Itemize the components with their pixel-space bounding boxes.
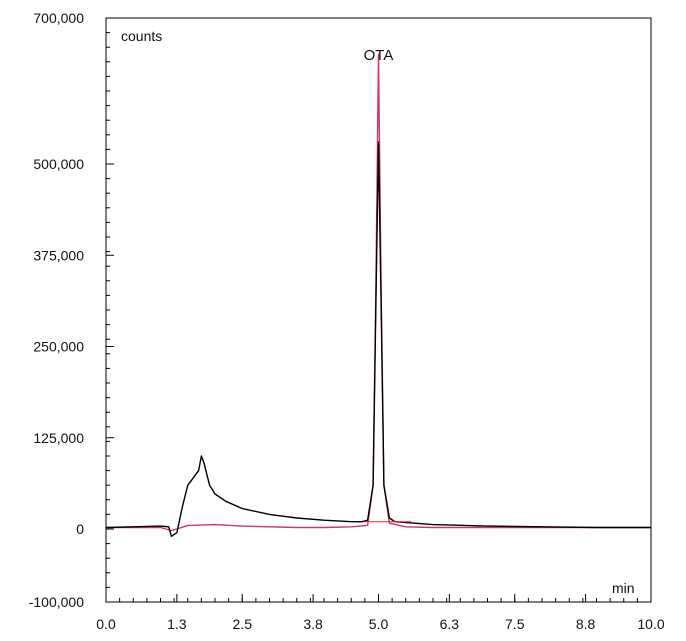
x-axis-ticks: 0.0 1.3 2.5 3.8 5.0 6.3 7.5 8.8 10.0 bbox=[96, 594, 665, 632]
x-tick-label: 10.0 bbox=[637, 616, 664, 632]
x-axis-unit: min bbox=[612, 580, 635, 596]
y-tick-label: 375,000 bbox=[33, 247, 84, 263]
y-axis-ticks: -100,000 0 125,000 250,000 375,000 500,000 700… bbox=[29, 10, 114, 610]
x-tick-label: 3.8 bbox=[303, 616, 323, 632]
y-tick-label: 250,000 bbox=[33, 339, 84, 355]
y-tick-label: 125,000 bbox=[33, 430, 84, 446]
x-tick-label: 8.8 bbox=[576, 616, 596, 632]
y-axis-unit: counts bbox=[121, 28, 162, 44]
y-tick-label: 0 bbox=[76, 521, 84, 537]
x-tick-label: 0.0 bbox=[96, 616, 116, 632]
x-tick-label: 5.0 bbox=[369, 616, 389, 632]
series-line-1 bbox=[106, 53, 651, 532]
x-tick-label: 2.5 bbox=[233, 616, 253, 632]
y-tick-label: -100,000 bbox=[29, 594, 84, 610]
x-tick-label: 6.3 bbox=[440, 616, 460, 632]
y-tick-label: 500,000 bbox=[33, 156, 84, 172]
x-tick-label: 7.5 bbox=[505, 616, 525, 632]
series-layer bbox=[105, 53, 651, 537]
annotation-layer: OTA bbox=[364, 47, 394, 64]
peak-annotation: OTA bbox=[364, 47, 394, 64]
x-tick-label: 1.3 bbox=[167, 616, 187, 632]
y-tick-label: 700,000 bbox=[33, 10, 84, 26]
series-line-0 bbox=[105, 141, 651, 537]
